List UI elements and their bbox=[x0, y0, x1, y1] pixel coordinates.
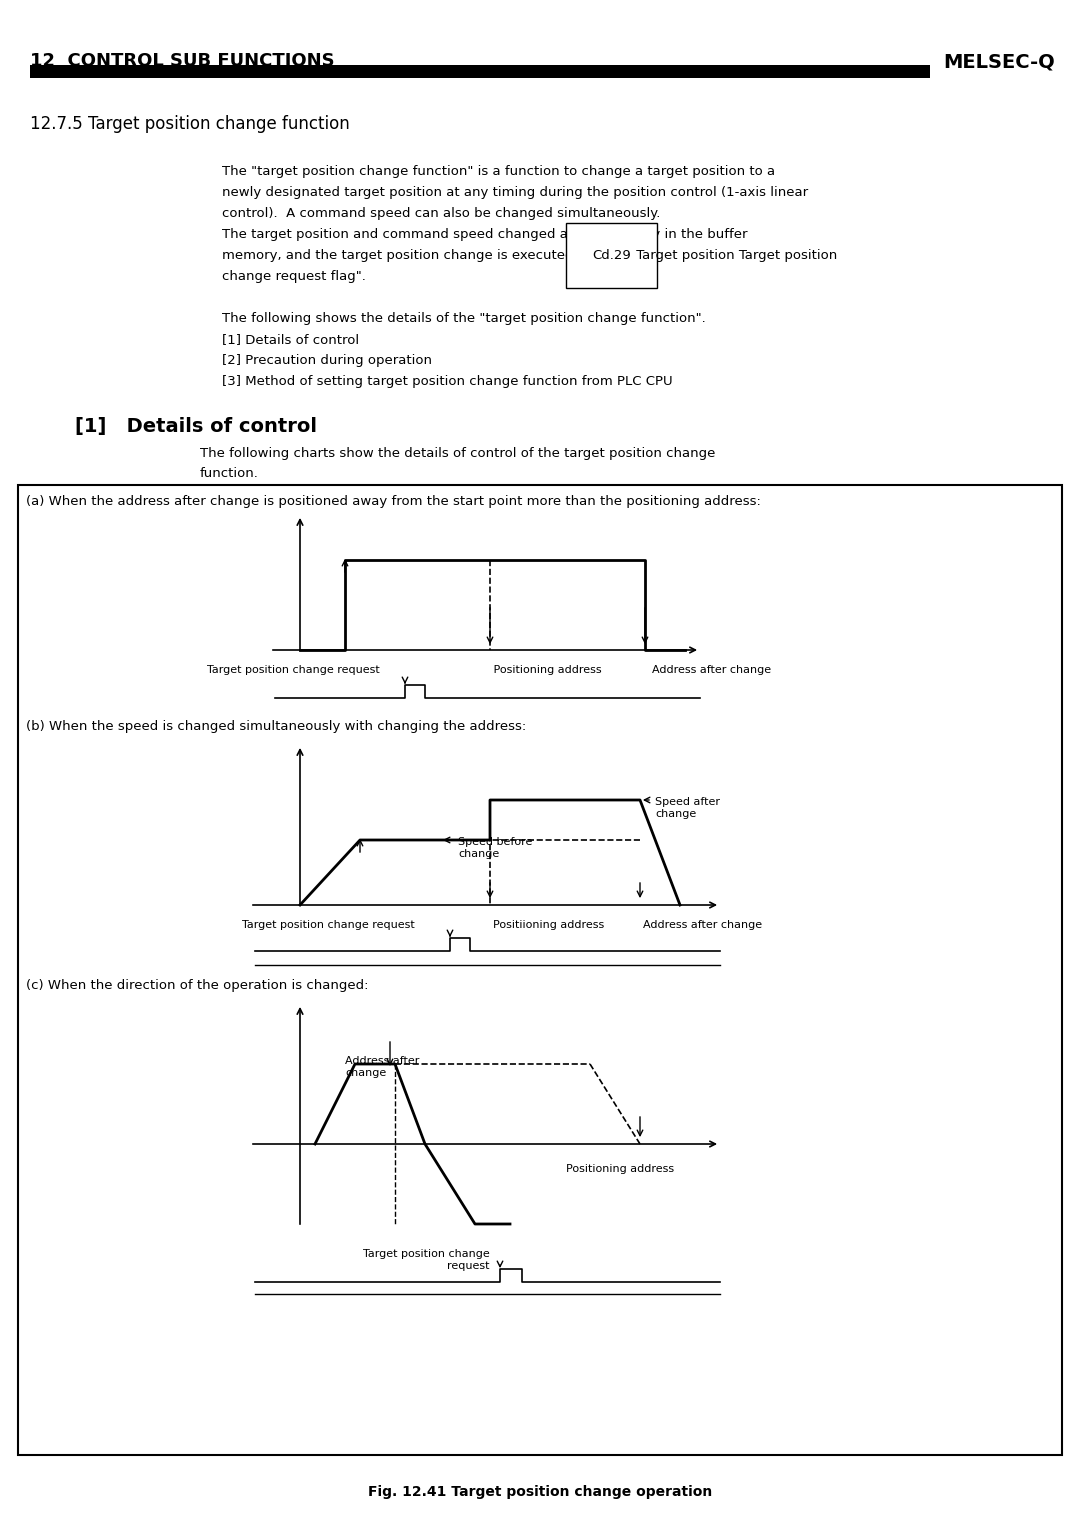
Text: The following charts show the details of control of the target position change: The following charts show the details of… bbox=[200, 448, 715, 460]
Text: [1]   Details of control: [1] Details of control bbox=[75, 417, 318, 435]
Text: [2] Precaution during operation: [2] Precaution during operation bbox=[222, 354, 432, 367]
Text: [1] Details of control: [1] Details of control bbox=[222, 333, 360, 345]
Text: Speed before
change: Speed before change bbox=[458, 837, 532, 859]
Text: newly designated target position at any timing during the position control (1-ax: newly designated target position at any … bbox=[222, 186, 808, 199]
Text: The target position and command speed changed are set directly in the buffer: The target position and command speed ch… bbox=[222, 228, 747, 241]
Text: memory, and the target position change is executed by ": memory, and the target position change i… bbox=[222, 249, 609, 261]
Text: (c) When the direction of the operation is changed:: (c) When the direction of the operation … bbox=[26, 979, 368, 992]
Text: Address after change: Address after change bbox=[643, 920, 762, 931]
Text: Cd.29: Cd.29 bbox=[592, 249, 631, 261]
Text: Speed after
change: Speed after change bbox=[654, 798, 720, 819]
Text: Target position change request: Target position change request bbox=[242, 920, 415, 931]
Text: MELSEC-Q: MELSEC-Q bbox=[943, 52, 1055, 70]
Text: Target position change
request: Target position change request bbox=[363, 1248, 490, 1271]
Text: The "target position change function" is a function to change a target position : The "target position change function" is… bbox=[222, 165, 775, 177]
Text: Target position Target position: Target position Target position bbox=[632, 249, 837, 261]
Text: 12  CONTROL SUB FUNCTIONS: 12 CONTROL SUB FUNCTIONS bbox=[30, 52, 335, 70]
Text: [3] Method of setting target position change function from PLC CPU: [3] Method of setting target position ch… bbox=[222, 374, 673, 388]
Text: Target position change request: Target position change request bbox=[207, 665, 380, 675]
Bar bbox=[18, 484, 1062, 1455]
Text: (b) When the speed is changed simultaneously with changing the address:: (b) When the speed is changed simultaneo… bbox=[26, 720, 526, 733]
Text: 12.7.5 Target position change function: 12.7.5 Target position change function bbox=[30, 115, 350, 133]
Text: change request flag".: change request flag". bbox=[222, 270, 366, 283]
Text: Positioning address: Positioning address bbox=[490, 665, 602, 675]
Text: Fig. 12.41 Target position change operation: Fig. 12.41 Target position change operat… bbox=[368, 1485, 712, 1499]
Bar bbox=[30, 66, 930, 78]
Text: function.: function. bbox=[200, 468, 259, 480]
Text: The following shows the details of the "target position change function".: The following shows the details of the "… bbox=[222, 312, 705, 325]
Text: Address after
change: Address after change bbox=[345, 1056, 419, 1077]
Text: control).  A command speed can also be changed simultaneously.: control). A command speed can also be ch… bbox=[222, 206, 660, 220]
Text: Address after change: Address after change bbox=[645, 665, 771, 675]
Text: (a) When the address after change is positioned away from the start point more t: (a) When the address after change is pos… bbox=[26, 495, 761, 507]
Text: Positiioning address: Positiioning address bbox=[492, 920, 604, 931]
Text: Positioning address: Positioning address bbox=[566, 1164, 674, 1174]
